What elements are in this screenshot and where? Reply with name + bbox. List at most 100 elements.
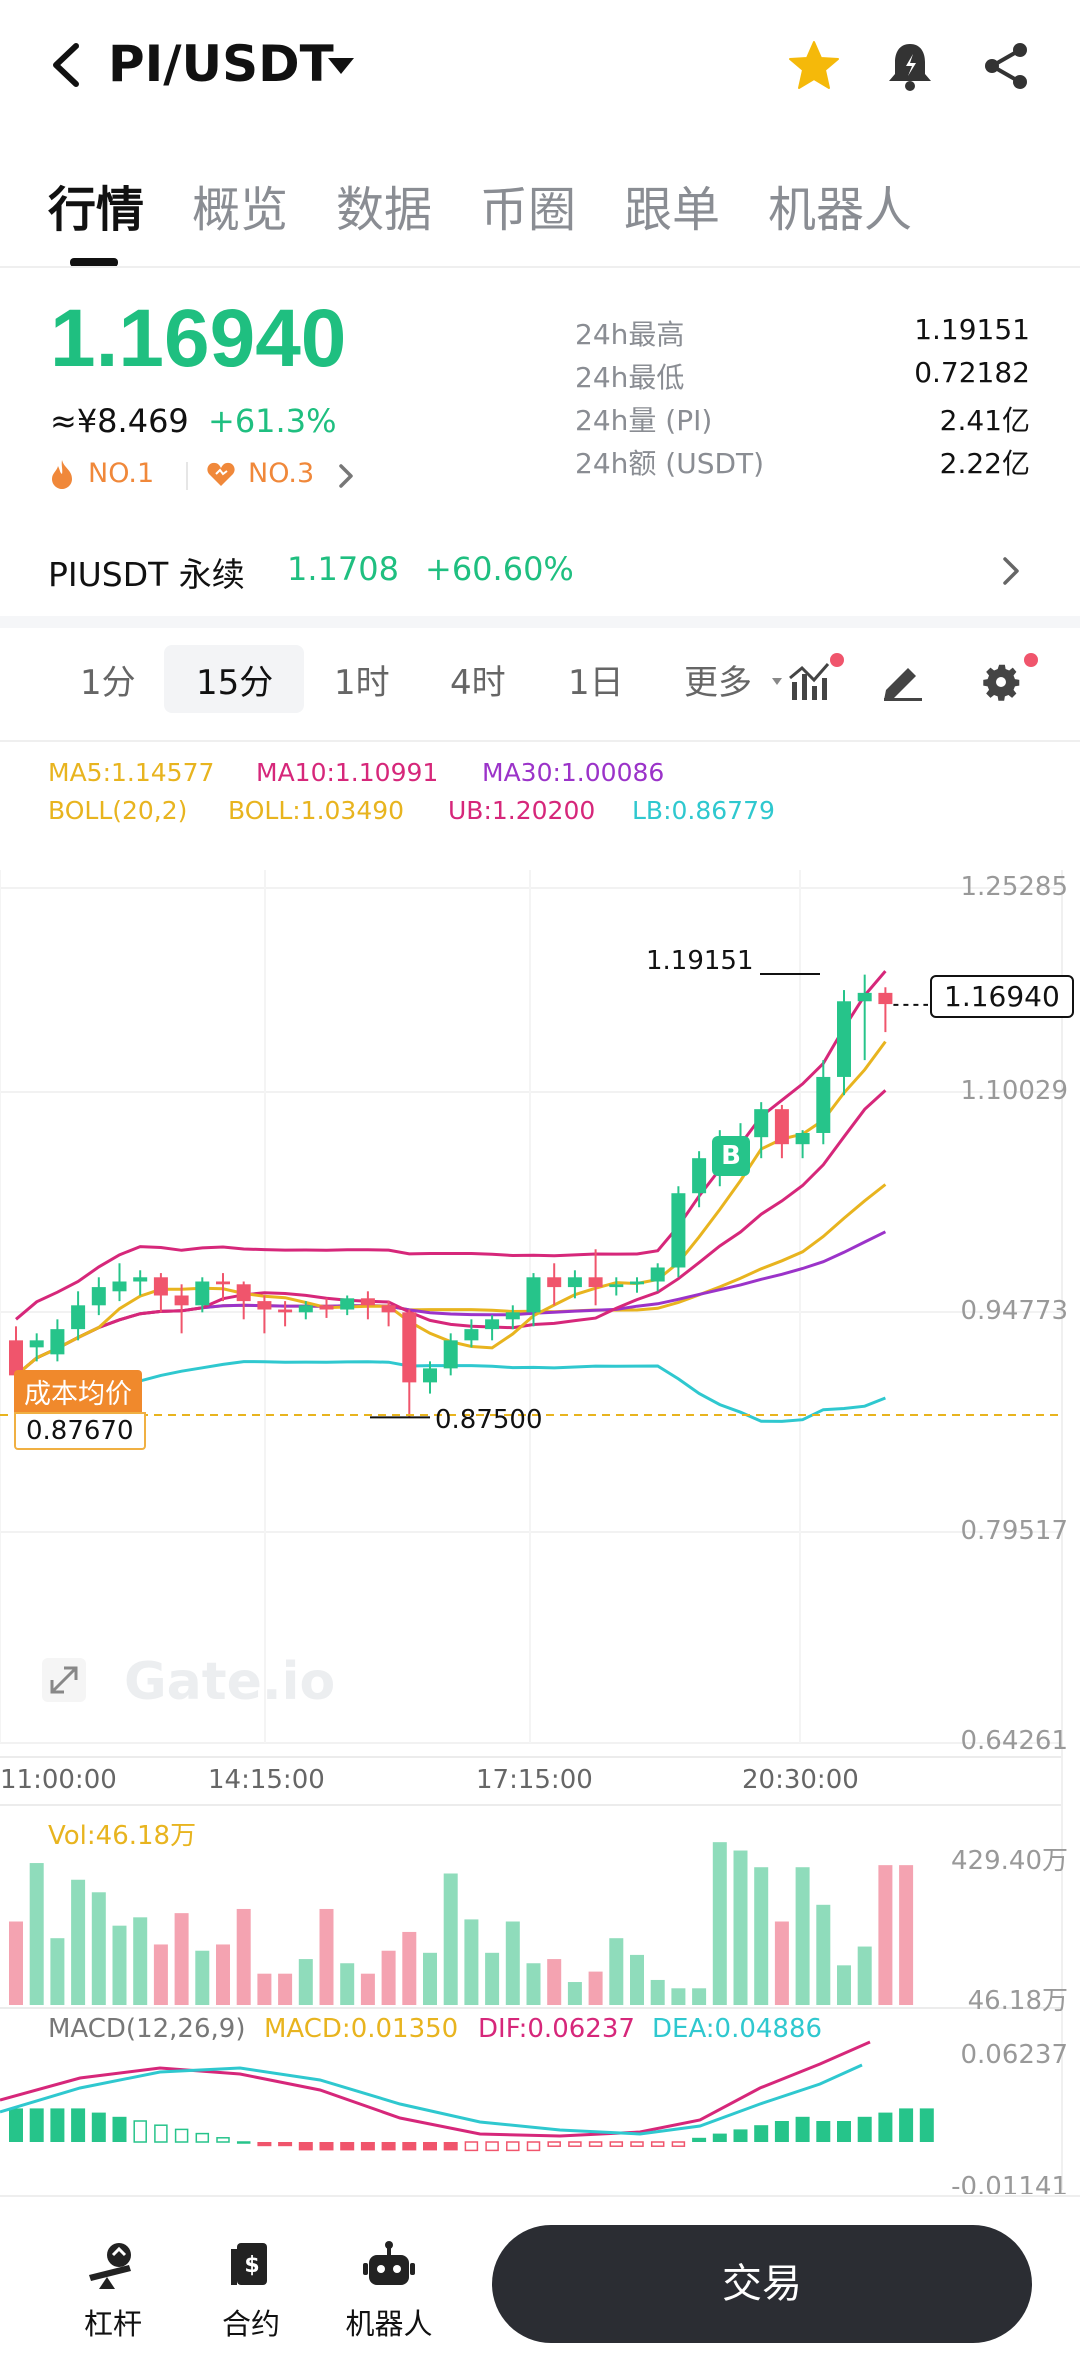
macd-bar <box>774 2121 789 2142</box>
candle-body <box>505 1312 520 1320</box>
timeframe-more[interactable]: 更多 <box>684 663 752 703</box>
caret-down-icon[interactable] <box>328 58 354 74</box>
heart-icon <box>207 462 235 486</box>
macd-bar <box>133 2120 147 2143</box>
low-label: 0.87500 <box>435 1405 543 1435</box>
candle-body <box>795 1132 810 1145</box>
candle-body <box>692 1158 707 1194</box>
back-icon[interactable] <box>46 40 86 90</box>
volume-bar <box>340 1963 355 2005</box>
macd-bar <box>464 2141 479 2152</box>
macd-bar <box>919 2108 934 2142</box>
pair-title[interactable]: PI/USDT <box>108 35 334 93</box>
timeframe-4h[interactable]: 4时 <box>450 663 506 703</box>
timeframe-15m[interactable]: 15分 <box>196 663 274 703</box>
volume-y-tick: 429.40万 <box>951 1846 1068 1876</box>
volume-bar <box>381 1950 396 2005</box>
volume-panel <box>9 1842 914 2005</box>
volume-bar <box>133 1917 148 2005</box>
macd-bar <box>506 2141 520 2152</box>
dea-line <box>0 2063 863 2136</box>
chevron-right-icon[interactable] <box>336 462 356 490</box>
bottom-bar: 杠杆 $ 合约 机器人 交易 <box>0 2195 1080 2376</box>
tab-overview[interactable]: 概览 <box>192 182 289 238</box>
macd-bar <box>568 2141 582 2147</box>
volume-bar <box>857 1946 872 2005</box>
tab-bots[interactable]: 机器人 <box>768 182 913 238</box>
macd-bar <box>526 2141 541 2152</box>
macd-bar <box>50 2108 65 2142</box>
draw-icon[interactable] <box>878 654 928 704</box>
indicator-icon[interactable] <box>786 652 848 706</box>
candle-body <box>423 1368 437 1383</box>
ma30-value: MA30:1.00086 <box>482 758 665 787</box>
candle-body <box>29 1340 44 1348</box>
macd-bar <box>257 2142 272 2147</box>
timeframe-1d[interactable]: 1日 <box>568 663 624 703</box>
perp-label[interactable]: PIUSDT 永续 <box>48 555 245 594</box>
macd-panel <box>0 2040 934 2152</box>
tab-copy-trade[interactable]: 跟单 <box>624 182 721 238</box>
stat-value-volume: 2.41亿 <box>939 404 1030 437</box>
boll-ub-line <box>15 970 887 1321</box>
section-divider <box>0 616 1080 628</box>
macd-bar <box>423 2142 437 2151</box>
main-tabs: 行情 概览 数据 币圈 跟单 机器人 <box>0 170 1080 270</box>
bell-icon[interactable] <box>882 38 938 94</box>
macd-bar <box>298 2142 313 2151</box>
tab-community[interactable]: 币圈 <box>480 182 577 238</box>
volume-bar <box>567 1982 582 2005</box>
caret-down-icon[interactable] <box>772 678 782 685</box>
cost-label[interactable]: 成本均价 <box>14 1370 142 1413</box>
macd-name: MACD(12,26,9) <box>48 2014 246 2044</box>
volume-bar <box>29 1863 44 2005</box>
volume-bar <box>319 1908 334 2005</box>
chart-overlay <box>0 972 1062 1702</box>
share-icon[interactable] <box>978 38 1034 94</box>
buy-marker[interactable]: B <box>712 1136 750 1176</box>
star-icon[interactable] <box>786 38 842 94</box>
timeframe-1h[interactable]: 1时 <box>334 663 390 703</box>
trade-button[interactable]: 交易 <box>492 2225 1032 2343</box>
volume-bar <box>754 1867 769 2005</box>
stat-value-low: 0.72182 <box>914 356 1030 389</box>
macd-bar <box>402 2142 417 2151</box>
nav-contract[interactable]: $ 合约 <box>196 2239 306 2343</box>
macd-bar <box>547 2141 561 2147</box>
volume-bar <box>774 1921 789 2005</box>
candle-body <box>671 1193 686 1268</box>
stat-label-high: 24h最高 <box>575 318 685 351</box>
nav-leverage[interactable]: 杠杆 <box>58 2239 168 2343</box>
rank-popular[interactable]: NO.3 <box>248 458 315 489</box>
stat-label-low: 24h最低 <box>575 361 685 394</box>
candle-body <box>50 1329 65 1355</box>
stat-value-high: 1.19151 <box>914 313 1030 346</box>
volume-bar <box>588 1971 603 2005</box>
tab-market[interactable]: 行情 <box>48 182 145 238</box>
candle-body <box>443 1340 458 1369</box>
candlestick-chart[interactable] <box>0 870 1080 2195</box>
volume-bar <box>236 1908 251 2005</box>
chevron-right-icon[interactable] <box>1000 554 1022 588</box>
dea-value: DEA:0.04886 <box>652 2014 823 2044</box>
nav-robot[interactable]: 机器人 <box>334 2239 444 2343</box>
candle-body <box>278 1309 293 1313</box>
rank-hot[interactable]: NO.1 <box>88 458 155 489</box>
settings-icon[interactable] <box>976 652 1042 706</box>
volume-bar <box>112 1925 127 2005</box>
macd-value: MACD:0.01350 <box>264 2014 459 2044</box>
macd-bar <box>71 2108 86 2142</box>
macd-bar <box>878 2112 893 2142</box>
boll-value: BOLL:1.03490 <box>228 796 405 825</box>
tab-data[interactable]: 数据 <box>336 182 433 238</box>
timeframe-1m[interactable]: 1分 <box>80 663 136 703</box>
y-tick: 0.94773 <box>960 1296 1068 1326</box>
volume-y-tick: 46.18万 <box>967 1986 1068 2016</box>
volume-bar <box>71 1879 86 2005</box>
macd-bar <box>733 2129 748 2142</box>
volume-bar <box>505 1921 520 2005</box>
macd-bar <box>381 2142 396 2151</box>
volume-bar <box>195 1950 210 2005</box>
macd-y-tick: -0.01141 <box>951 2172 1068 2194</box>
volume-bar <box>278 1973 293 2005</box>
